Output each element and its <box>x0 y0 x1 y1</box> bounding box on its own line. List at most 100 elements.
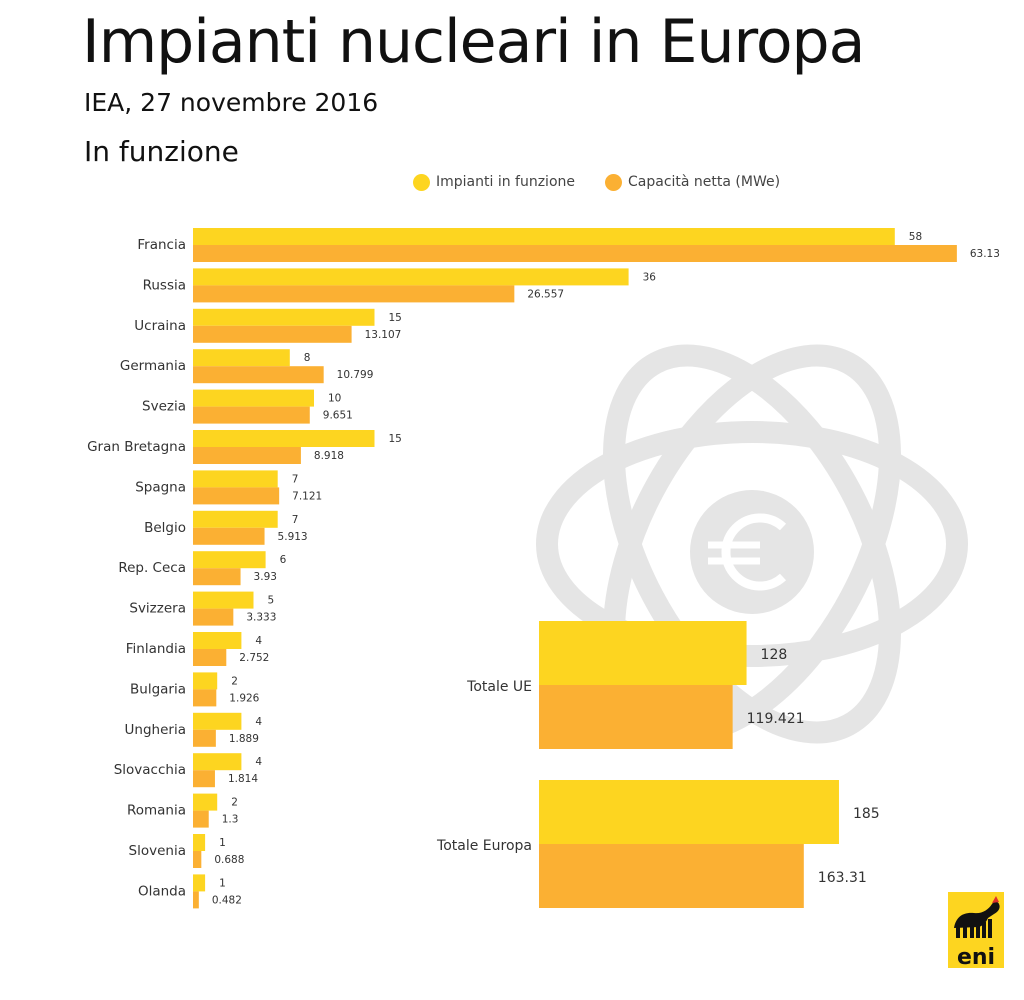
category-label: Svizzera <box>129 601 186 617</box>
bar-capacity <box>193 527 265 545</box>
data-label-plants: 7 <box>292 473 299 485</box>
data-label-capacity: 1.3 <box>222 814 239 826</box>
category-label: Finlandia <box>126 641 186 657</box>
category-label: Russia <box>143 277 186 293</box>
total-data-label-plants: 128 <box>761 647 788 663</box>
bar-plants <box>193 753 242 771</box>
data-label-capacity: 10.799 <box>337 369 374 381</box>
data-label-plants: 5 <box>268 595 275 607</box>
category-label: Ungheria <box>125 722 186 738</box>
bar-plants <box>193 510 278 528</box>
data-label-plants: 8 <box>304 352 311 364</box>
bar-plants <box>193 591 254 609</box>
bar-capacity <box>193 729 216 747</box>
data-label-plants: 4 <box>255 756 262 768</box>
data-label-plants: 4 <box>255 635 262 647</box>
bar-capacity <box>193 325 352 343</box>
bar-plants <box>193 874 206 892</box>
bar-plants <box>193 349 290 367</box>
bar-capacity <box>193 851 202 868</box>
category-label: Gran Bretagna <box>87 439 186 455</box>
category-label: Romania <box>127 803 186 819</box>
data-label-plants: 6 <box>280 554 287 566</box>
total-bar-capacity <box>539 844 804 908</box>
bar-capacity <box>193 285 515 303</box>
total-bar-capacity <box>539 685 733 749</box>
bar-plants <box>193 430 375 447</box>
category-label: Germania <box>120 358 186 374</box>
section-title: In funzione <box>84 135 239 168</box>
six-legged-dog-icon <box>954 896 1000 938</box>
data-label-capacity: 0.482 <box>212 894 242 906</box>
bar-capacity <box>193 891 199 909</box>
data-label-plants: 2 <box>231 675 238 687</box>
total-category-label: Totale Europa <box>436 838 532 854</box>
data-label-plants: 1 <box>219 837 226 849</box>
data-label-capacity: 3.93 <box>254 571 277 583</box>
total-category-label: Totale UE <box>466 679 532 695</box>
total-data-label-capacity: 119.421 <box>747 711 805 727</box>
bar-capacity <box>193 406 310 424</box>
data-label-capacity: 13.107 <box>365 329 402 341</box>
legend-label-capacity: Capacità netta (MWe) <box>628 174 781 190</box>
category-label: Bulgaria <box>130 681 186 697</box>
legend-swatch-capacity <box>605 173 622 191</box>
category-label: Slovacchia <box>114 762 186 778</box>
bar-capacity <box>193 649 227 666</box>
data-label-plants: 4 <box>255 716 262 728</box>
data-label-plants: 15 <box>389 433 402 445</box>
data-label-capacity: 3.333 <box>246 612 276 624</box>
bar-plants <box>193 834 206 851</box>
bar-plants <box>193 470 278 488</box>
legend-item-plants: Impianti in funzione <box>413 170 575 194</box>
total-bar-plants <box>539 780 839 844</box>
bar-capacity <box>193 770 215 788</box>
bar-plants <box>193 268 629 286</box>
data-label-capacity: 26.557 <box>527 288 564 300</box>
category-label: Ucraina <box>134 318 186 334</box>
eni-logo: eni <box>948 892 1004 968</box>
bar-capacity <box>193 487 280 505</box>
bar-plants <box>193 551 266 569</box>
bar-plants <box>193 672 218 690</box>
category-label: Spagna <box>135 479 186 495</box>
data-label-plants: 2 <box>231 797 238 809</box>
bar-capacity <box>193 366 324 384</box>
category-label: Belgio <box>144 520 186 536</box>
legend-swatch-plants <box>413 173 430 191</box>
atom-euro-watermark-icon <box>536 344 968 744</box>
logo-text: eni <box>957 945 995 968</box>
total-data-label-capacity: 163.31 <box>818 870 867 886</box>
data-label-capacity: 63.13 <box>970 248 1000 260</box>
legend-label-plants: Impianti in funzione <box>436 174 576 190</box>
page-subtitle: IEA, 27 novembre 2016 <box>84 88 379 117</box>
category-label: Slovenia <box>129 843 186 859</box>
data-label-capacity: 1.814 <box>228 773 258 785</box>
bar-capacity <box>193 568 241 586</box>
data-label-plants: 10 <box>328 393 341 405</box>
data-label-plants: 36 <box>643 271 657 283</box>
category-label: Rep. Ceca <box>118 560 186 576</box>
bar-plants <box>193 308 375 326</box>
category-label: Olanda <box>138 883 186 899</box>
bar-capacity <box>193 689 217 707</box>
page-title: Impianti nucleari in Europa <box>82 7 865 77</box>
bar-plants <box>193 389 314 407</box>
data-label-capacity: 5.913 <box>278 531 308 543</box>
data-label-plants: 15 <box>389 312 402 324</box>
bar-capacity <box>193 810 209 828</box>
data-label-plants: 58 <box>909 231 922 243</box>
data-label-plants: 7 <box>292 514 299 526</box>
data-label-capacity: 8.918 <box>314 450 344 462</box>
bar-plants <box>193 632 242 649</box>
bar-capacity <box>193 447 301 464</box>
data-label-capacity: 7.121 <box>292 490 322 502</box>
data-label-capacity: 1.926 <box>229 692 259 704</box>
legend-item-capacity: Capacità netta (MWe) <box>605 170 780 194</box>
bar-plants <box>193 793 218 811</box>
total-data-label-plants: 185 <box>853 806 880 822</box>
data-label-capacity: 2.752 <box>239 652 269 664</box>
category-label: Svezia <box>142 399 186 415</box>
bar-plants <box>193 712 242 730</box>
